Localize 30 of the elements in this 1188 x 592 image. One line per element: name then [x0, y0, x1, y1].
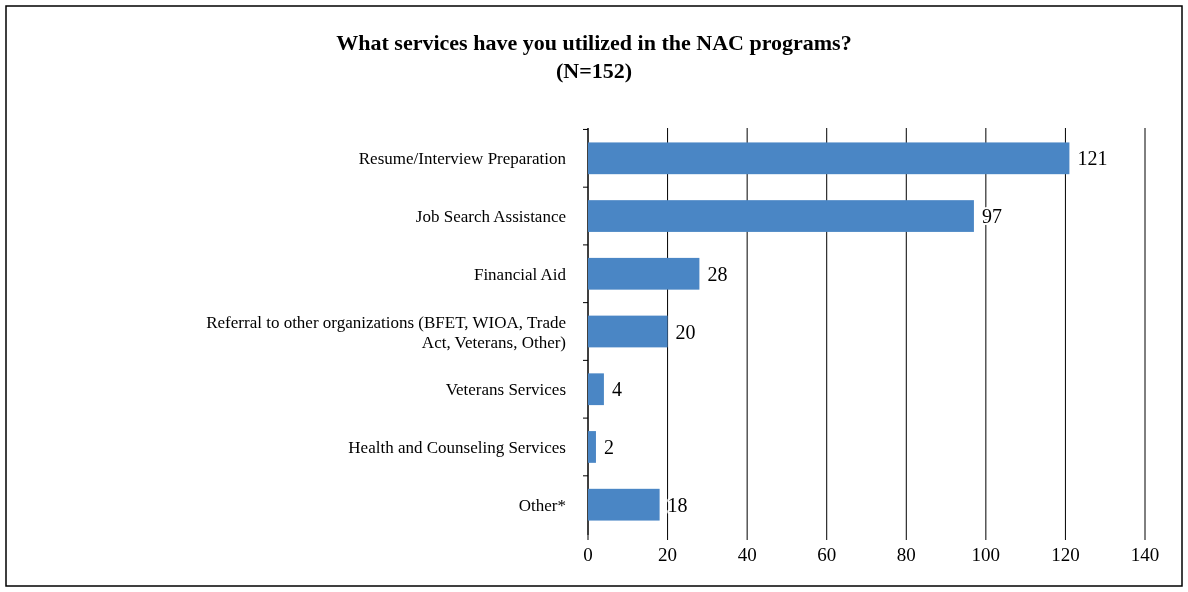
bar: [588, 142, 1070, 175]
y-tick-label: Other*: [518, 495, 566, 515]
x-tick-label: 60: [817, 544, 837, 565]
x-tick-label: 100: [971, 544, 1001, 565]
x-tick-label: 0: [583, 544, 593, 565]
x-tick-label: 20: [658, 544, 678, 565]
data-label: 2: [603, 435, 614, 458]
data-label: 20: [675, 320, 696, 343]
data-label: 121: [1077, 147, 1108, 170]
data-label: 4: [611, 378, 622, 401]
bar: [588, 257, 700, 290]
x-tick-label: 40: [737, 544, 757, 565]
bar: [588, 373, 604, 406]
y-tick-label: Job Search Assistance: [415, 206, 566, 226]
data-label: 18: [667, 493, 688, 516]
y-tick-label: Health and Counseling Services: [348, 437, 566, 457]
chart-subtitle: (N=152): [555, 58, 633, 83]
y-tick-label: Resume/Interview Preparation: [358, 148, 567, 168]
x-tick-label: 120: [1051, 544, 1080, 565]
bar: [588, 431, 596, 463]
bar: [588, 315, 668, 348]
bar: [588, 200, 974, 232]
chart-title: What services have you utilized in the NAC programs?: [336, 30, 852, 55]
y-tick-label: Financial Aid: [473, 264, 567, 284]
data-label: 28: [707, 262, 728, 285]
bar: [588, 488, 660, 521]
y-tick-label: Referral to other organizations (BFET, WIOA, Trade Act, Veterans, Other): [206, 312, 566, 351]
x-tick-label: 80: [896, 544, 916, 565]
x-tick-label: 140: [1130, 544, 1160, 565]
y-tick-label: Veterans Services: [445, 379, 566, 399]
